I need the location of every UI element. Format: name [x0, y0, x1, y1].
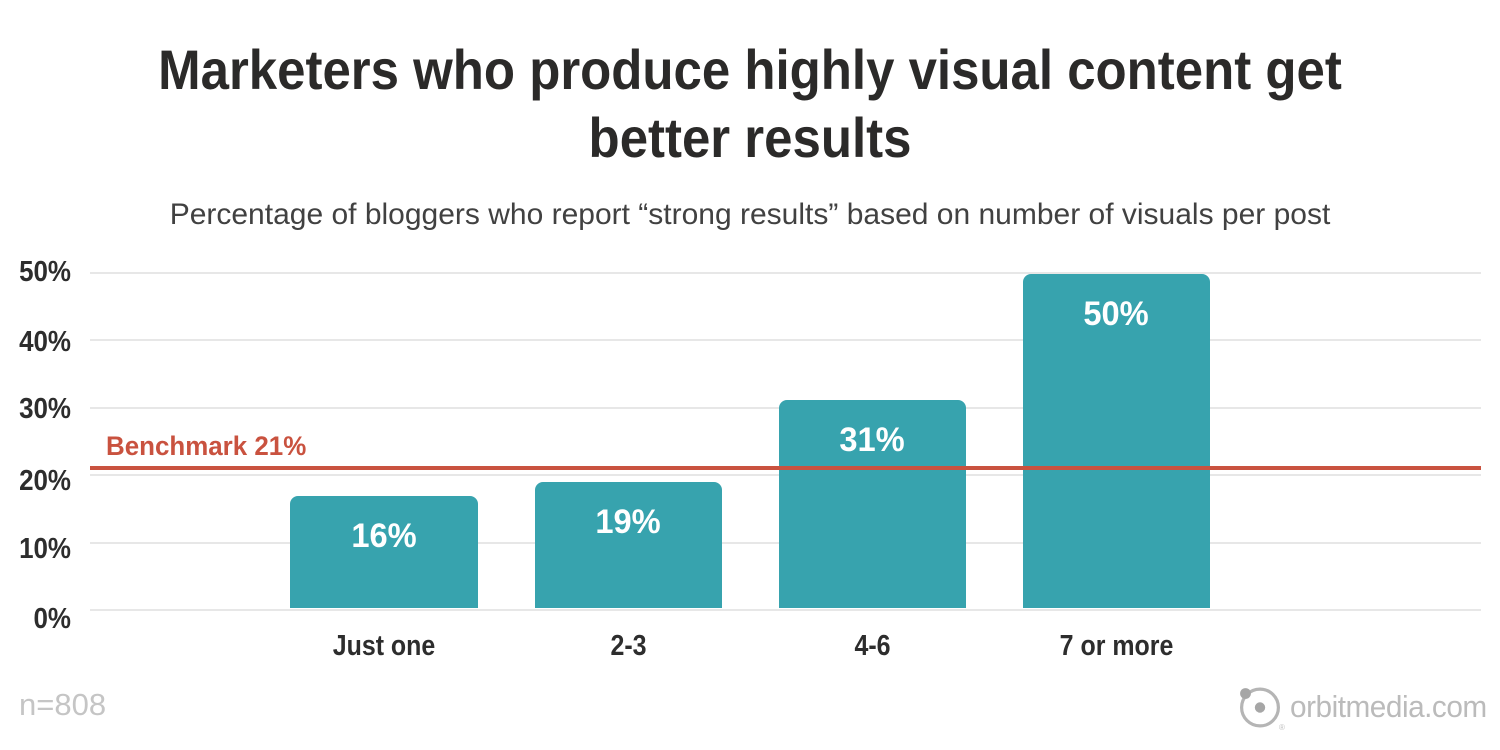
- svg-text:®: ®: [1279, 723, 1285, 732]
